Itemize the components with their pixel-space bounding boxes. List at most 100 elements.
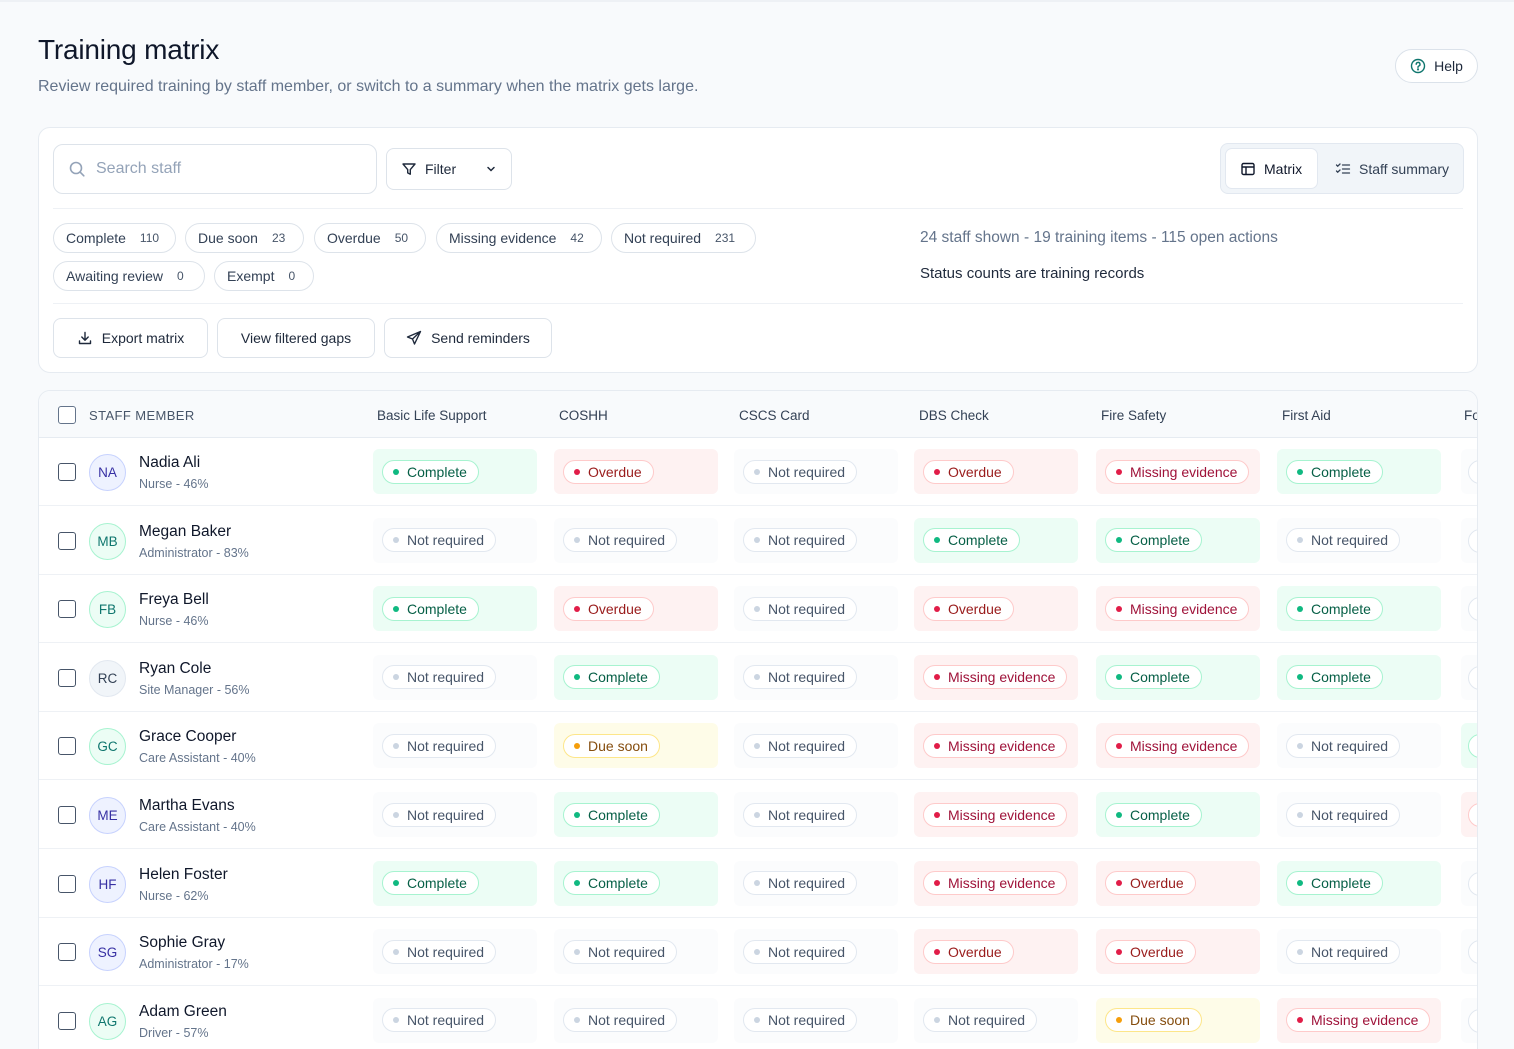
training-cell[interactable]: Not required — [734, 860, 898, 906]
training-cell[interactable]: Complete — [1096, 792, 1260, 837]
training-cell-partial[interactable] — [1461, 449, 1477, 494]
training-cell[interactable]: Complete — [1277, 449, 1441, 494]
row-checkbox[interactable] — [58, 737, 76, 756]
filter-button[interactable]: Filter — [386, 148, 512, 190]
staff-name[interactable]: Ryan Cole — [139, 659, 212, 677]
staff-name[interactable]: Sophie Gray — [139, 934, 226, 952]
training-cell[interactable]: Complete — [1096, 517, 1260, 563]
help-button[interactable]: Help — [1395, 49, 1478, 83]
row-checkbox[interactable] — [58, 668, 76, 687]
training-cell-partial[interactable] — [1461, 723, 1477, 769]
training-cell[interactable]: Overdue — [1096, 860, 1260, 906]
table-row[interactable]: SG Sophie Gray Administrator - 17% Not requ… — [39, 918, 1477, 987]
training-cell[interactable]: Not required — [554, 929, 718, 975]
training-cell[interactable]: Not required — [734, 929, 898, 975]
export-matrix-button[interactable]: Export matrix — [53, 318, 208, 358]
search-input[interactable] — [96, 160, 346, 178]
training-cell[interactable]: Complete — [373, 586, 537, 632]
training-cell[interactable]: Missing evidence — [914, 860, 1078, 906]
training-cell[interactable]: Missing evidence — [1096, 723, 1260, 769]
training-cell[interactable]: Not required — [734, 654, 898, 700]
send-reminders-button[interactable]: Send reminders — [384, 318, 552, 358]
status-chip-awaiting-review[interactable]: Awaiting review 0 — [53, 261, 205, 291]
training-cell[interactable]: Complete — [1096, 654, 1260, 700]
training-cell[interactable]: Complete — [914, 517, 1078, 563]
training-cell[interactable]: Not required — [734, 449, 898, 494]
staff-name[interactable]: Megan Baker — [139, 522, 232, 540]
table-row[interactable]: NA Nadia Ali Nurse - 46% Complete Overdue Not… — [39, 438, 1477, 506]
training-cell[interactable]: Not required — [373, 654, 537, 700]
training-cell[interactable]: Due soon — [1096, 997, 1260, 1043]
column-header[interactable]: COSHH — [559, 408, 608, 423]
training-cell[interactable]: Not required — [373, 929, 537, 975]
training-cell[interactable]: Missing evidence — [1096, 449, 1260, 494]
status-chip-due-soon[interactable]: Due soon 23 — [185, 223, 304, 253]
column-header[interactable]: Fo — [1464, 408, 1477, 423]
staff-name[interactable]: Helen Foster — [139, 865, 228, 883]
training-cell-partial[interactable] — [1461, 929, 1477, 975]
table-row[interactable]: GC Grace Cooper Care Assistant - 40% Not re… — [39, 712, 1477, 781]
training-cell[interactable]: Not required — [373, 723, 537, 769]
select-all-checkbox[interactable] — [58, 406, 76, 424]
status-chip-missing-evidence[interactable]: Missing evidence 42 — [436, 223, 602, 253]
training-cell[interactable]: Overdue — [914, 929, 1078, 975]
training-cell[interactable]: Missing evidence — [1277, 997, 1441, 1043]
row-checkbox[interactable] — [58, 943, 76, 962]
training-cell-partial[interactable] — [1461, 997, 1477, 1043]
row-checkbox[interactable] — [58, 1011, 76, 1030]
search-box[interactable] — [53, 144, 377, 194]
status-chip-exempt[interactable]: Exempt 0 — [214, 261, 314, 291]
table-row[interactable]: MB Megan Baker Administrator - 83% Not requ… — [39, 507, 1477, 575]
training-cell[interactable]: Overdue — [1096, 929, 1260, 975]
training-cell[interactable]: Not required — [1277, 792, 1441, 837]
training-cell[interactable]: Not required — [1277, 929, 1441, 975]
training-cell[interactable]: Complete — [1277, 860, 1441, 906]
view-summary-button[interactable]: Staff summary — [1321, 148, 1463, 189]
row-checkbox[interactable] — [58, 806, 76, 824]
table-row[interactable]: FB Freya Bell Nurse - 46% Complete Overdue No… — [39, 575, 1477, 644]
status-chip-overdue[interactable]: Overdue 50 — [314, 223, 426, 253]
training-cell[interactable]: Missing evidence — [914, 723, 1078, 769]
training-cell[interactable]: Not required — [734, 517, 898, 563]
column-header[interactable]: DBS Check — [919, 408, 989, 423]
column-header[interactable]: Fire Safety — [1101, 408, 1167, 423]
training-cell[interactable]: Missing evidence — [914, 792, 1078, 837]
training-cell[interactable]: Complete — [1277, 586, 1441, 632]
table-row[interactable]: ME Martha Evans Care Assistant - 40% Not re… — [39, 781, 1477, 849]
status-chip-not-required[interactable]: Not required 231 — [611, 223, 756, 253]
column-header[interactable]: Basic Life Support — [377, 408, 487, 423]
training-cell[interactable]: Due soon — [554, 723, 718, 769]
training-cell-partial[interactable] — [1461, 860, 1477, 906]
training-cell[interactable]: Overdue — [554, 449, 718, 494]
training-cell[interactable]: Not required — [734, 997, 898, 1043]
training-cell[interactable]: Overdue — [914, 586, 1078, 632]
staff-name[interactable]: Adam Green — [139, 1002, 227, 1020]
training-cell[interactable]: Complete — [1277, 654, 1441, 700]
table-row[interactable]: AG Adam Green Driver - 57% Not required Not … — [39, 987, 1477, 1049]
training-cell[interactable]: Not required — [914, 997, 1078, 1043]
training-cell[interactable]: Not required — [373, 997, 537, 1043]
training-cell[interactable]: Not required — [734, 792, 898, 837]
training-cell[interactable]: Not required — [554, 997, 718, 1043]
training-cell[interactable]: Not required — [554, 517, 718, 563]
training-cell[interactable]: Complete — [554, 792, 718, 837]
training-cell[interactable]: Complete — [554, 860, 718, 906]
training-cell-partial[interactable] — [1461, 654, 1477, 700]
training-cell-partial[interactable] — [1461, 517, 1477, 563]
view-gaps-button[interactable]: View filtered gaps — [217, 318, 375, 358]
staff-name[interactable]: Nadia Ali — [139, 454, 201, 471]
staff-name[interactable]: Martha Evans — [139, 797, 235, 814]
training-cell[interactable]: Overdue — [554, 586, 718, 632]
row-checkbox[interactable] — [58, 531, 76, 550]
row-checkbox[interactable] — [58, 600, 76, 619]
training-cell[interactable]: Not required — [373, 517, 537, 563]
staff-name[interactable]: Freya Bell — [139, 591, 209, 609]
training-cell[interactable]: Not required — [373, 792, 537, 837]
training-cell[interactable]: Overdue — [914, 449, 1078, 494]
training-cell[interactable]: Not required — [734, 723, 898, 769]
training-cell-partial[interactable] — [1461, 586, 1477, 632]
training-cell[interactable]: Complete — [554, 654, 718, 700]
table-row[interactable]: RC Ryan Cole Site Manager - 56% Not require… — [39, 644, 1477, 712]
training-cell[interactable]: Not required — [1277, 517, 1441, 563]
training-cell[interactable]: Not required — [734, 586, 898, 632]
